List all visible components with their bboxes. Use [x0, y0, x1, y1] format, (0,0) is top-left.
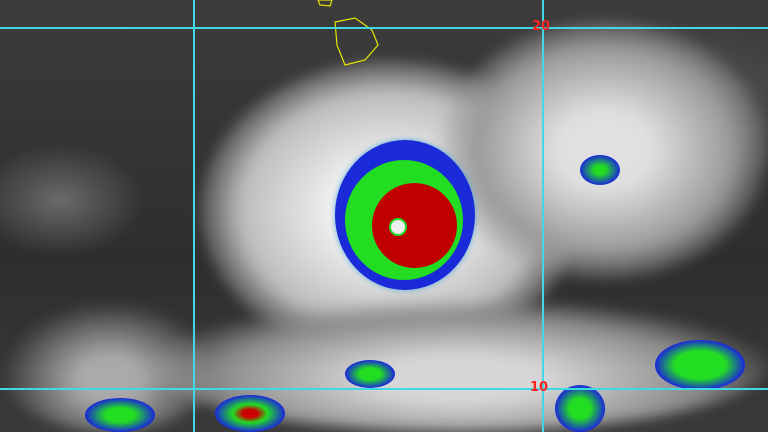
convection-cell — [215, 395, 285, 432]
latitude-line-20 — [0, 27, 768, 29]
convection-cell — [555, 385, 605, 432]
latitude-label-10: 10 — [530, 380, 549, 395]
longitude-line — [542, 0, 544, 432]
latitude-line-10 — [0, 388, 768, 390]
convection-cell — [85, 398, 155, 432]
island-coastline — [317, 0, 333, 7]
convection-cell — [655, 340, 745, 390]
convection-cell — [345, 360, 395, 388]
storm-red-core — [372, 183, 457, 268]
latitude-label-20: 20 — [532, 19, 551, 34]
cloud-band-east — [440, 20, 768, 280]
storm-eye — [389, 218, 407, 236]
convection-cell — [580, 155, 620, 185]
longitude-line — [193, 0, 195, 432]
island-coastline — [334, 17, 379, 66]
